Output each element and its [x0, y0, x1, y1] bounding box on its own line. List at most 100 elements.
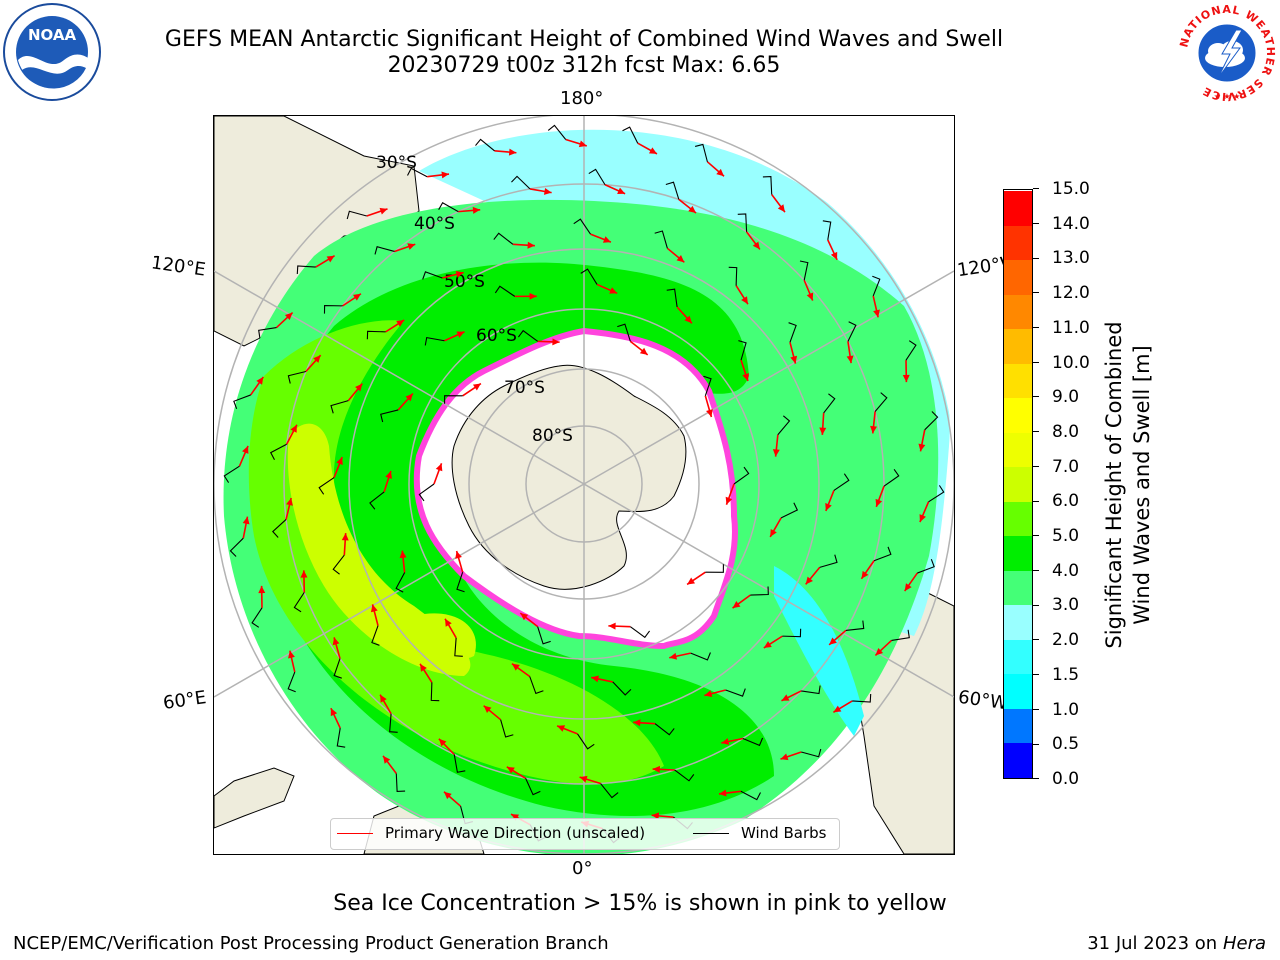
wave-arrow-head: [445, 618, 452, 627]
wind-barb: [612, 681, 632, 696]
wind-barb: [371, 625, 380, 646]
wind-barb: [823, 393, 836, 414]
wave-direction-arrows: [238, 138, 930, 830]
wave-arrow-head: [904, 583, 912, 592]
colorbar-tick-label: 4.0: [1052, 560, 1080, 581]
colorbar-tick-label: 0.0: [1052, 769, 1080, 789]
wind-barb: [296, 265, 316, 275]
wave-arrow-head: [833, 705, 842, 713]
lon-label-120e: 120°E: [149, 252, 207, 281]
wind-barb: [323, 305, 343, 314]
wind-barb: [694, 143, 708, 162]
wave-arrow-head: [902, 374, 910, 383]
wind-barb: [511, 175, 531, 190]
wave-arrow-head: [875, 647, 884, 656]
wave-arrow-head: [919, 514, 926, 523]
footer-date-text: 31 Jul 2023 on: [1087, 933, 1223, 954]
wind-barb: [580, 268, 598, 285]
wind-barb: [801, 685, 821, 695]
wind-barb: [287, 370, 307, 384]
wind-barb: [833, 473, 850, 491]
colorbar-tick-label: 6.0: [1052, 491, 1080, 512]
chart-title: GEFS MEAN Antarctic Significant Height o…: [164, 27, 1004, 52]
wind-barb: [874, 392, 888, 412]
wind-barb: [872, 275, 881, 297]
zone-5-6m: [248, 320, 664, 785]
wave-arrow-head: [688, 205, 697, 214]
svg-text:★ ★ ★: ★ ★ ★: [1214, 92, 1241, 101]
wave-arrow-head: [379, 207, 388, 215]
wave-arrow-head: [870, 425, 878, 434]
wave-arrow-head: [790, 355, 798, 364]
wind-barb: [229, 537, 244, 557]
colorbar-tick-label: 13.0: [1052, 248, 1090, 269]
wind-barb: [822, 220, 832, 240]
wind-barb: [389, 713, 398, 733]
wind-barb: [725, 688, 746, 697]
wave-arrow-head: [609, 287, 618, 294]
colorbar-tick-label: 15.0: [1052, 179, 1090, 199]
wave-arrow-head: [456, 331, 465, 338]
wind-barb: [525, 778, 541, 796]
wave-arrow-head: [472, 206, 481, 214]
wind-barb: [733, 466, 750, 485]
wind-barb: [573, 218, 591, 235]
wind-barb: [705, 564, 724, 573]
wind-barb: [788, 322, 797, 343]
wind-barb: [665, 181, 680, 200]
wave-arrow-head: [290, 424, 297, 433]
colorbar-title: Significant Height of Combined Wind Wave…: [1100, 321, 1156, 648]
lon-label-60w: 60°W: [956, 686, 1009, 715]
wind-barb: [600, 783, 619, 799]
wave-arrow-head: [455, 551, 462, 559]
wind-barb: [891, 629, 910, 641]
wave-arrow-head: [370, 604, 378, 613]
wave-arrow-head: [326, 255, 335, 263]
wind-barb: [346, 210, 367, 220]
wind-barb: [395, 773, 406, 793]
wave-arrow-head: [313, 355, 321, 363]
footer-credit: NCEP/EMC/Verification Post Processing Pr…: [13, 933, 609, 954]
polar-map: 30°S 40°S 50°S 60°S 70°S 80°S: [213, 115, 955, 855]
wave-arrow-head: [772, 449, 780, 457]
wave-arrow-head: [684, 315, 692, 324]
lat-label-70s: 70°S: [504, 378, 545, 398]
colorbar-tick-label: 1.0: [1052, 699, 1080, 720]
colorbar-tick-label: 8.0: [1052, 421, 1080, 442]
lon-label-60e: 60°E: [161, 687, 208, 714]
wave-arrow-head: [652, 765, 660, 773]
wave-arrow-head: [242, 445, 249, 454]
wave-arrow-head: [511, 814, 520, 821]
colorbar-segment: [1004, 742, 1032, 778]
colorbar-tick: [1033, 778, 1039, 780]
wave-arrow-head: [405, 393, 413, 402]
wave-arrow-head: [608, 622, 616, 630]
wind-barb: [424, 336, 445, 346]
wave-arrow-head: [579, 775, 588, 783]
colorbar-tick-label: 12.0: [1052, 283, 1090, 304]
wind-barb: [819, 554, 838, 568]
colorbar-tick: [1033, 257, 1039, 259]
wind-barb: [444, 395, 463, 404]
legend-label-wave: Primary Wave Direction (unscaled): [385, 824, 646, 842]
legend-item-wind-barbs: Wind Barbs: [693, 824, 826, 842]
colorbar-tick: [1033, 604, 1039, 606]
wind-barb: [690, 652, 711, 661]
wind-barb: [380, 409, 399, 423]
wave-arrow-head: [330, 708, 338, 717]
wave-arrow-head: [687, 577, 696, 585]
wind-barb: [905, 340, 917, 361]
wind-barb: [780, 502, 799, 519]
wave-arrow-head: [441, 171, 450, 179]
wind-barb: [287, 671, 296, 693]
colorbar-segment: [1004, 466, 1032, 502]
wave-arrow-head: [543, 187, 552, 195]
wind-barb: [251, 607, 263, 628]
zone-6-7m: [287, 423, 471, 676]
nws-logo: NATIONAL WEATHER SERVICE ★ ★ ★: [1176, 2, 1278, 104]
wave-arrow-head: [633, 719, 641, 727]
colorbar-segment: [1004, 639, 1032, 675]
wave-arrow-head: [396, 320, 405, 327]
wind-barb: [782, 628, 802, 638]
